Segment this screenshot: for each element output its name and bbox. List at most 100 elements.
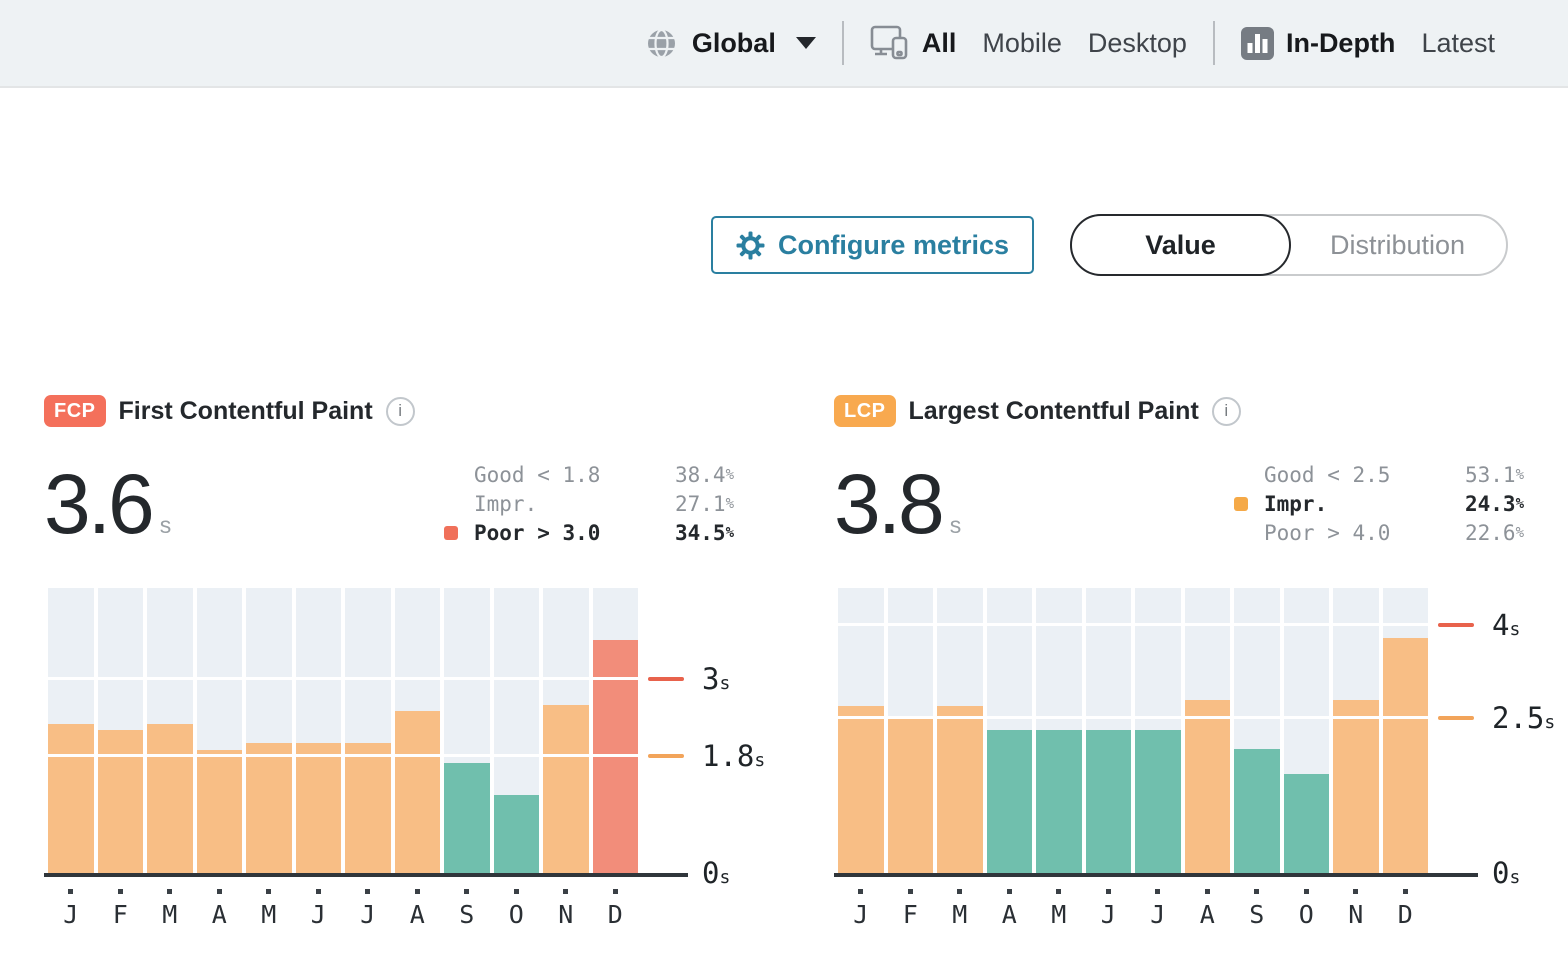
- tick-label-3s: 3s: [702, 662, 731, 696]
- month-label-7: J: [1150, 900, 1166, 929]
- month-tick: [858, 889, 864, 894]
- gridline-4s: [838, 623, 1428, 626]
- tab-desktop[interactable]: Desktop: [1087, 27, 1187, 58]
- lcp-badge: LCP: [834, 395, 896, 427]
- gridline-1.8s: [48, 754, 638, 757]
- region-selector[interactable]: Global: [645, 27, 816, 60]
- month-tick: [464, 889, 470, 894]
- bar-month-1[interactable]: [48, 724, 94, 873]
- region-label: Global: [691, 27, 776, 58]
- bar-month-10[interactable]: [1283, 774, 1329, 873]
- bar-month-7[interactable]: [345, 743, 391, 873]
- gridline-3s: [48, 677, 638, 680]
- legend-marker: [1234, 496, 1248, 511]
- chart-column-4: [196, 588, 242, 873]
- month-label-2: F: [112, 900, 128, 929]
- month-label-3: M: [162, 900, 178, 929]
- tab-mobile[interactable]: Mobile: [982, 27, 1062, 58]
- month-tick: [167, 889, 173, 894]
- month-tick: [563, 889, 569, 894]
- bar-month-4[interactable]: [196, 750, 242, 873]
- month-label-9: S: [1249, 900, 1265, 929]
- chart-column-3: [937, 588, 983, 873]
- chart-column-5: [1036, 588, 1082, 873]
- bar-month-6[interactable]: [1085, 730, 1131, 873]
- gridline-2.5s: [838, 716, 1428, 719]
- tick-label-2.5s: 2.5s: [1492, 701, 1556, 735]
- chart-column-12: [1382, 588, 1428, 873]
- info-icon[interactable]: i: [385, 396, 415, 426]
- fcp-title: First Contentful Paint: [118, 396, 373, 425]
- lcp-card: LCP Largest Contentful Paint i 3.8 s Goo…: [834, 394, 1555, 933]
- bar-month-9[interactable]: [1234, 749, 1280, 873]
- month-label-11: N: [1348, 900, 1364, 929]
- chart-column-4: [986, 588, 1032, 873]
- tick-label-0s: 0s: [702, 856, 731, 890]
- month-tick: [1105, 889, 1111, 894]
- bar-month-3[interactable]: [937, 706, 983, 873]
- bar-month-3[interactable]: [147, 724, 193, 873]
- fcp-plot: [48, 588, 638, 873]
- chart-column-8: [1184, 588, 1230, 873]
- bar-month-6[interactable]: [295, 743, 341, 873]
- month-tick: [1353, 889, 1359, 894]
- chart-column-10: [1283, 588, 1329, 873]
- toggle-distribution[interactable]: Distribution: [1329, 229, 1466, 260]
- lcp-chart: 2.5s 4s 0s J F M A M J J A S O N D: [834, 588, 1555, 933]
- chart-column-6: [1085, 588, 1131, 873]
- chart-column-11: [543, 588, 589, 873]
- bar-month-8[interactable]: [394, 711, 440, 873]
- info-icon[interactable]: i: [1211, 396, 1241, 426]
- x-axis-line: [834, 873, 1478, 877]
- legend-row-impr: Impr. 24.3%: [1234, 489, 1524, 518]
- devices-icon: [870, 25, 910, 61]
- bar-month-4[interactable]: [986, 730, 1032, 873]
- gear-icon: [736, 231, 765, 260]
- toggle-value[interactable]: Value: [1070, 214, 1291, 276]
- threshold-dash-3s: [648, 677, 684, 681]
- chart-column-8: [394, 588, 440, 873]
- bar-month-5[interactable]: [1036, 730, 1082, 873]
- bar-month-2[interactable]: [887, 718, 933, 873]
- configure-metrics-label: Configure metrics: [777, 229, 1009, 260]
- fcp-card-header: FCP First Contentful Paint i: [44, 394, 734, 428]
- chart-column-2: [97, 588, 143, 873]
- chart-column-1: [838, 588, 884, 873]
- bar-month-11[interactable]: [1333, 700, 1379, 873]
- legend-row-impr: Impr. 27.1%: [474, 491, 734, 516]
- chart-column-7: [1135, 588, 1181, 873]
- bar-month-11[interactable]: [543, 705, 589, 873]
- bar-month-7[interactable]: [1135, 730, 1181, 873]
- bar-month-2[interactable]: [97, 730, 143, 873]
- legend-row-good: Good < 1.8 38.4%: [474, 462, 734, 487]
- tab-latest[interactable]: Latest: [1421, 27, 1495, 58]
- month-label-10: O: [508, 900, 524, 929]
- legend-row-poor: Poor > 4.0 22.6%: [1264, 520, 1524, 545]
- month-tick: [1006, 889, 1012, 894]
- month-tick: [365, 889, 371, 894]
- tick-label-1.8s: 1.8s: [702, 739, 766, 773]
- fcp-current-value: 3.6 s: [44, 457, 172, 551]
- month-label-3: M: [952, 900, 968, 929]
- tick-label-0s: 0s: [1492, 856, 1521, 890]
- bar-month-1[interactable]: [838, 706, 884, 873]
- month-tick: [266, 889, 272, 894]
- bar-month-9[interactable]: [444, 763, 490, 873]
- bar-month-10[interactable]: [493, 795, 539, 873]
- legend-marker: [444, 525, 458, 540]
- chart-column-9: [444, 588, 490, 873]
- bar-month-8[interactable]: [1184, 700, 1230, 873]
- fcp-chart: 1.8s 3s 0s J F M A M J J A S O N D: [44, 588, 765, 933]
- bar-month-12[interactable]: [1382, 638, 1428, 873]
- bar-month-5[interactable]: [246, 743, 292, 873]
- month-label-12: D: [1397, 900, 1413, 929]
- month-label-8: A: [409, 900, 425, 929]
- month-label-10: O: [1298, 900, 1314, 929]
- tab-all[interactable]: All: [921, 27, 957, 58]
- month-label-9: S: [459, 900, 475, 929]
- configure-metrics-button[interactable]: Configure metrics: [710, 216, 1034, 274]
- month-tick: [1204, 889, 1210, 894]
- month-label-8: A: [1199, 900, 1215, 929]
- month-tick: [1402, 889, 1408, 894]
- tab-in-depth[interactable]: In-Depth: [1285, 27, 1396, 58]
